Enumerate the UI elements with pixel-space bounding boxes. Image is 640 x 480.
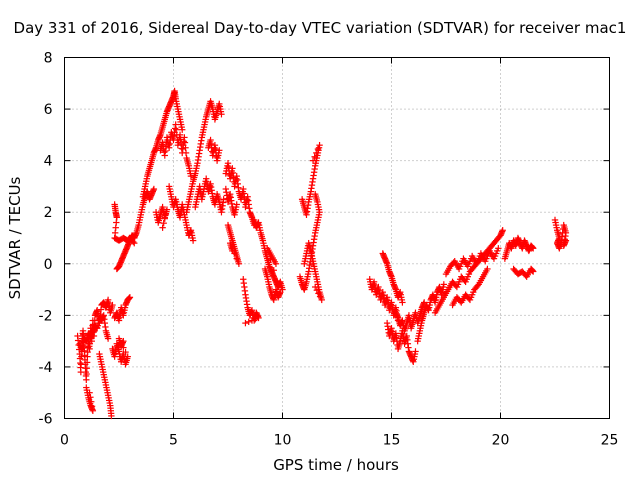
data-point <box>440 281 448 288</box>
x-tick-label: 5 <box>169 433 178 449</box>
data-point <box>163 206 171 213</box>
data-point <box>162 210 170 218</box>
data-point <box>83 370 90 378</box>
data-point <box>474 282 481 289</box>
y-axis-label: SDTVAR / TECUs <box>6 176 24 299</box>
data-point <box>412 348 419 355</box>
data-point <box>83 365 91 372</box>
data-point <box>88 403 96 410</box>
data-point <box>562 237 570 244</box>
data-point <box>126 294 134 301</box>
data-point <box>245 318 252 326</box>
x-tick-label: 20 <box>492 433 510 449</box>
data-point <box>272 260 280 267</box>
data-point <box>120 337 127 345</box>
data-point <box>189 237 197 244</box>
y-tick-label: -2 <box>39 308 53 324</box>
y-tick-labels: -6 -4 -2 0 2 4 6 8 <box>39 51 53 428</box>
data-point <box>187 172 195 180</box>
data-point <box>124 353 131 360</box>
y-tick-label: -6 <box>39 412 53 428</box>
grid <box>64 57 610 419</box>
data-point <box>314 145 322 153</box>
x-axis-label: GPS time / hours <box>273 456 399 474</box>
data-point <box>273 277 281 285</box>
data-point <box>311 153 318 160</box>
data-point <box>530 245 537 252</box>
data-point <box>312 283 319 291</box>
data-point <box>255 314 262 322</box>
data-points <box>74 87 570 420</box>
data-point <box>159 224 166 231</box>
data-point <box>83 376 90 384</box>
data-point <box>270 267 277 274</box>
x-tick-label: 25 <box>601 433 619 449</box>
data-point <box>499 227 506 234</box>
data-point <box>235 260 243 267</box>
data-point <box>484 265 491 273</box>
data-point <box>252 316 259 323</box>
y-tick-label: 2 <box>44 205 53 221</box>
y-tick-label: 0 <box>44 257 53 273</box>
data-point <box>277 288 284 296</box>
y-tick-label: 8 <box>44 51 53 67</box>
data-point <box>86 389 93 396</box>
data-point <box>313 287 321 294</box>
data-point <box>161 215 168 222</box>
data-point <box>150 185 158 193</box>
data-point <box>88 398 95 405</box>
data-point <box>318 296 325 304</box>
data-point <box>122 348 129 356</box>
y-tick-label: 4 <box>44 154 53 170</box>
data-point <box>109 301 116 309</box>
data-point <box>316 141 323 149</box>
data-point <box>233 201 240 208</box>
data-point <box>399 299 406 306</box>
data-point <box>108 412 115 420</box>
y-tick-label: -4 <box>39 360 53 376</box>
x-tick-label: 0 <box>60 433 69 449</box>
data-point <box>229 247 236 255</box>
x-tick-label: 10 <box>274 433 292 449</box>
data-point <box>309 157 317 164</box>
data-point <box>129 238 137 246</box>
data-point <box>248 317 256 324</box>
data-point <box>218 111 225 118</box>
data-point <box>216 147 223 154</box>
data-point <box>179 126 186 133</box>
data-point <box>160 219 167 227</box>
axis-ticks <box>64 57 610 419</box>
data-point <box>87 394 94 401</box>
x-tick-label: 15 <box>383 433 401 449</box>
data-point <box>316 293 324 300</box>
data-point <box>313 149 320 157</box>
data-point <box>495 245 502 252</box>
data-point <box>131 239 138 247</box>
chart-title: Day 331 of 2016, Sidereal Day-to-day VTE… <box>14 19 627 37</box>
data-point <box>242 319 249 327</box>
x-tick-labels: 0 5 10 15 20 25 <box>60 433 618 449</box>
plot-frame <box>64 57 610 419</box>
data-point <box>220 196 227 203</box>
data-point <box>89 407 97 414</box>
y-tick-label: 6 <box>44 102 53 118</box>
data-point <box>233 255 240 262</box>
data-point <box>530 268 537 275</box>
data-point <box>83 359 91 366</box>
data-point <box>315 290 322 297</box>
data-point <box>104 335 112 342</box>
